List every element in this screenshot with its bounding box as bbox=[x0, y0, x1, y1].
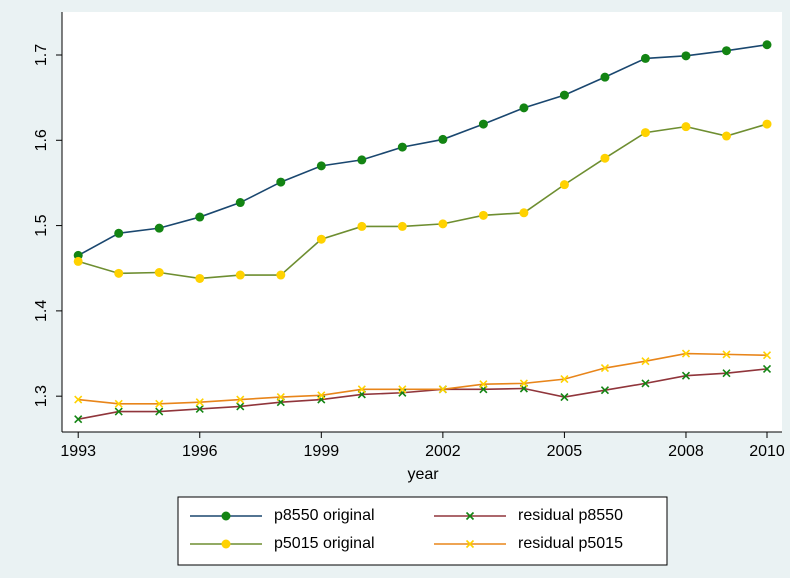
marker bbox=[600, 72, 610, 82]
y-tick-label: 1.7 bbox=[33, 44, 50, 66]
x-axis-label: year bbox=[407, 466, 439, 483]
legend-label: p5015 original bbox=[274, 535, 375, 552]
series-line bbox=[78, 368, 768, 420]
x-tick-label: 1996 bbox=[182, 443, 218, 460]
marker bbox=[276, 177, 286, 187]
marker bbox=[478, 119, 488, 129]
marker bbox=[221, 539, 231, 549]
marker bbox=[762, 351, 772, 360]
marker bbox=[559, 90, 569, 100]
y-tick-label: 1.6 bbox=[33, 129, 50, 151]
marker bbox=[438, 219, 448, 229]
marker bbox=[195, 398, 204, 407]
marker bbox=[114, 399, 123, 408]
plot-area bbox=[62, 12, 782, 432]
marker bbox=[559, 180, 569, 190]
marker bbox=[722, 369, 731, 378]
marker bbox=[465, 511, 475, 521]
marker bbox=[641, 379, 650, 388]
marker bbox=[681, 371, 691, 380]
y-tick-label: 1.4 bbox=[33, 300, 50, 322]
marker bbox=[640, 53, 650, 63]
x-tick-label: 2010 bbox=[749, 443, 785, 460]
marker bbox=[722, 350, 731, 359]
marker bbox=[195, 404, 204, 414]
legend-label: p8550 original bbox=[274, 507, 375, 524]
x-tick-label: 2002 bbox=[425, 443, 461, 460]
marker bbox=[154, 223, 164, 233]
marker bbox=[398, 385, 407, 394]
marker bbox=[74, 395, 83, 404]
marker bbox=[317, 391, 326, 400]
marker bbox=[438, 134, 448, 144]
marker bbox=[479, 380, 488, 389]
marker bbox=[155, 407, 164, 416]
marker bbox=[155, 399, 164, 408]
series-line bbox=[77, 43, 768, 257]
marker bbox=[316, 161, 326, 171]
marker bbox=[600, 363, 610, 373]
x-tick-label: 1999 bbox=[304, 443, 340, 460]
x-tick-label: 2005 bbox=[547, 443, 583, 460]
marker bbox=[221, 511, 231, 521]
marker bbox=[397, 142, 407, 152]
marker bbox=[721, 131, 731, 141]
y-tick-label: 1.5 bbox=[33, 214, 50, 236]
marker bbox=[641, 357, 650, 366]
marker bbox=[357, 221, 367, 231]
marker bbox=[235, 270, 245, 280]
x-tick-label: 1993 bbox=[60, 443, 96, 460]
marker bbox=[114, 228, 124, 238]
marker bbox=[357, 155, 367, 165]
marker bbox=[600, 386, 610, 395]
marker bbox=[316, 234, 326, 244]
marker bbox=[276, 270, 286, 280]
legend-box bbox=[177, 496, 668, 566]
marker bbox=[357, 385, 366, 394]
marker bbox=[762, 364, 772, 373]
marker bbox=[560, 392, 569, 402]
marker bbox=[681, 122, 691, 132]
marker bbox=[74, 415, 83, 424]
marker bbox=[438, 385, 447, 394]
marker bbox=[762, 119, 772, 129]
marker bbox=[154, 267, 164, 277]
marker bbox=[762, 40, 772, 50]
marker bbox=[681, 349, 691, 358]
x-tick-label: 2008 bbox=[668, 443, 704, 460]
legend-label: residual p8550 bbox=[518, 507, 623, 524]
marker bbox=[236, 402, 245, 411]
marker bbox=[398, 388, 407, 397]
marker bbox=[114, 407, 123, 416]
marker bbox=[73, 256, 83, 266]
marker bbox=[478, 210, 488, 220]
marker bbox=[236, 395, 245, 404]
marker bbox=[195, 273, 205, 283]
marker bbox=[195, 212, 205, 222]
marker bbox=[600, 153, 610, 163]
marker bbox=[519, 379, 528, 388]
series-line bbox=[78, 352, 768, 405]
marker bbox=[397, 221, 407, 231]
marker bbox=[519, 103, 529, 113]
marker bbox=[276, 392, 285, 402]
marker bbox=[465, 539, 475, 549]
marker bbox=[519, 208, 529, 218]
marker bbox=[235, 198, 245, 208]
marker bbox=[640, 128, 650, 138]
marker bbox=[721, 46, 731, 56]
series-line bbox=[77, 123, 768, 280]
legend-label: residual p5015 bbox=[518, 535, 623, 552]
marker bbox=[681, 51, 691, 61]
y-tick-label: 1.3 bbox=[33, 385, 50, 407]
marker bbox=[560, 375, 569, 384]
marker bbox=[114, 268, 124, 278]
